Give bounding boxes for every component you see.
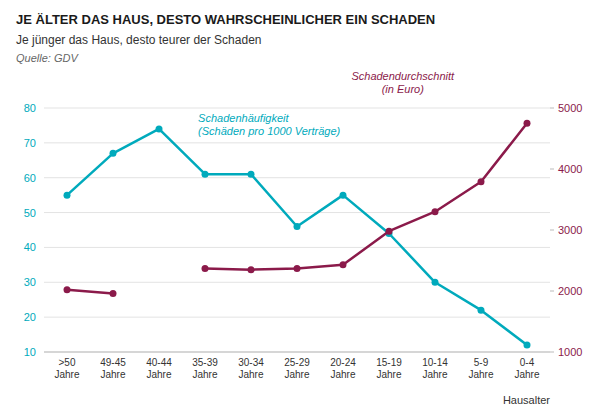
y-tick-label: 80: [24, 102, 36, 114]
point: [478, 178, 485, 185]
grid-line: [44, 282, 550, 283]
grid-line: [44, 177, 550, 178]
y-tick-label: 60: [24, 172, 36, 184]
text-line: Jahre: [192, 369, 217, 380]
x-tick-label: 30-34Jahre: [238, 357, 264, 380]
x-tick-label: 10-14Jahre: [422, 357, 448, 380]
text-line: 15-19: [376, 357, 402, 368]
title: JE ÄLTER DAS HAUS, DESTO WAHRSCHEINLICHE…: [16, 12, 435, 27]
point: [386, 228, 393, 235]
x-tick-label: 5-9Jahre: [468, 357, 493, 380]
source: Quelle: GDV: [16, 52, 79, 64]
y-tick-label: 50: [24, 207, 36, 219]
point: [110, 290, 117, 297]
text-line: 10-14: [422, 357, 448, 368]
x-tick-label: 20-24Jahre: [330, 357, 356, 380]
x-tick-label: 49-45Jahre: [100, 357, 126, 380]
y-tick-label: 40: [24, 241, 36, 253]
y2-tick-label: 1000: [558, 346, 582, 358]
x-axis-label: Hausalter: [503, 394, 550, 406]
point: [478, 307, 485, 314]
text-line: Schadendurchschnitt: [351, 70, 455, 82]
y2-tick: [550, 108, 554, 109]
point: [64, 286, 71, 293]
series-line: [67, 123, 527, 293]
text-line: >50: [59, 357, 76, 368]
text-line: 5-9: [474, 357, 489, 368]
x-tick-label: 25-29Jahre: [284, 357, 310, 380]
text-line: 0-4: [520, 357, 535, 368]
text-line: 49-45: [100, 357, 126, 368]
grid-line: [44, 317, 550, 318]
x-tick-label: 0-4Jahre: [514, 357, 539, 380]
chart: JE ÄLTER DAS HAUS, DESTO WAHRSCHEINLICHE…: [0, 0, 606, 416]
point: [432, 208, 439, 215]
point: [64, 192, 71, 199]
y2-tick-label: 5000: [558, 102, 582, 114]
y2-tick-label: 2000: [558, 285, 582, 297]
text-line: Jahre: [330, 369, 355, 380]
grid-line: [44, 212, 550, 213]
point: [202, 171, 209, 178]
point: [524, 120, 531, 127]
plot-area: [64, 120, 531, 349]
x-tick-label: >50Jahre: [54, 357, 79, 380]
text-line: Jahre: [284, 369, 309, 380]
point: [340, 261, 347, 268]
text-line: (in Euro): [382, 83, 425, 95]
text-line: Jahre: [100, 369, 125, 380]
y2-tick: [550, 352, 554, 353]
y2-tick: [550, 230, 554, 231]
point: [202, 265, 209, 272]
text-line: Jahre: [376, 369, 401, 380]
y-tick-label: 20: [24, 311, 36, 323]
point: [248, 171, 255, 178]
x-axis: [44, 352, 550, 353]
y-tick-label: 10: [24, 346, 36, 358]
x-tick-label: 35-39Jahre: [192, 357, 218, 380]
text-line: 25-29: [284, 357, 310, 368]
point: [524, 342, 531, 349]
point: [340, 192, 347, 199]
point: [294, 265, 301, 272]
y-tick-label: 70: [24, 137, 36, 149]
series-label: Schadendurchschnitt(in Euro): [351, 70, 455, 95]
point: [248, 266, 255, 273]
text-line: Jahre: [514, 369, 539, 380]
x-tick-label: 40-44Jahre: [146, 357, 172, 380]
subtitle: Je jünger das Haus, desto teurer der Sch…: [16, 33, 261, 47]
text-line: 40-44: [146, 357, 172, 368]
text-line: Jahre: [54, 369, 79, 380]
text-line: Schadenhäufigkeit: [198, 112, 289, 124]
y2-tick: [550, 291, 554, 292]
text-line: 20-24: [330, 357, 356, 368]
text-line: Jahre: [422, 369, 447, 380]
point: [110, 150, 117, 157]
y2-tick-label: 4000: [558, 163, 582, 175]
point: [432, 279, 439, 286]
grid: [44, 108, 550, 352]
grid-line: [44, 247, 550, 248]
x-tick-label: 15-19Jahre: [376, 357, 402, 380]
y-tick-label: 30: [24, 276, 36, 288]
grid-line: [44, 108, 550, 109]
point: [294, 223, 301, 230]
text-line: Jahre: [468, 369, 493, 380]
text-line: 35-39: [192, 357, 218, 368]
point: [156, 125, 163, 132]
y2-tick-label: 3000: [558, 224, 582, 236]
text-line: 30-34: [238, 357, 264, 368]
y2-tick: [550, 169, 554, 170]
grid-line: [44, 142, 550, 143]
grid-line: [44, 352, 550, 353]
text-line: Jahre: [146, 369, 171, 380]
series-label: Schadenhäufigkeit(Schäden pro 1000 Vertr…: [198, 112, 340, 137]
text-line: Jahre: [238, 369, 263, 380]
series-line: [67, 129, 527, 345]
text-line: (Schäden pro 1000 Verträge): [198, 125, 340, 137]
